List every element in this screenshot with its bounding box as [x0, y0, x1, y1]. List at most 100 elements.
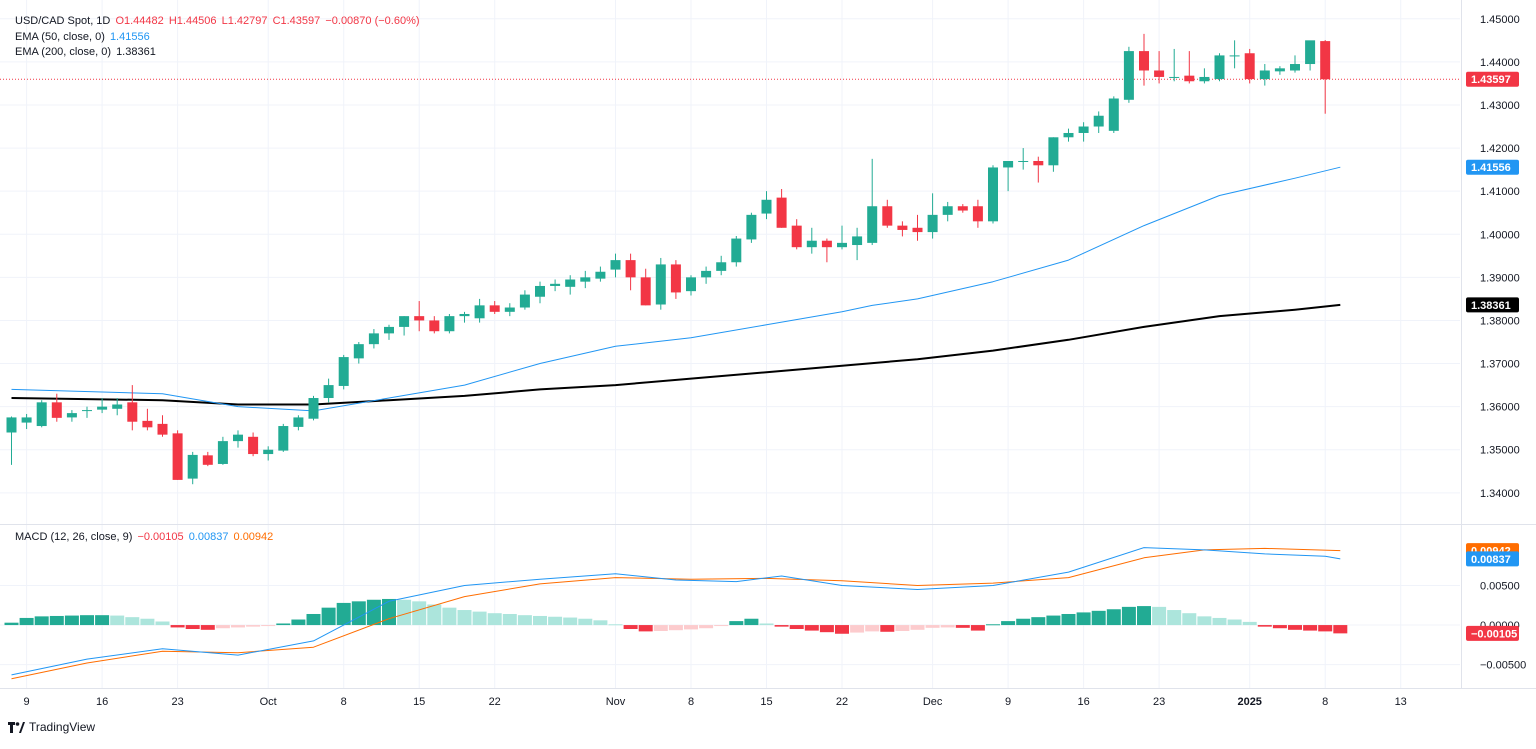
macd-histogram-bar: [366, 599, 381, 626]
macd-histogram-bar: [1167, 610, 1182, 626]
candle-up: [852, 236, 863, 246]
macd-histogram-bar: [895, 625, 910, 631]
macd-histogram-bar: [306, 613, 321, 626]
macd-histogram-bar: [940, 625, 955, 628]
price-tick-label: 1.45000: [1480, 14, 1520, 26]
macd-histogram-bar: [231, 625, 245, 628]
candle-up: [595, 271, 606, 279]
tradingview-brand[interactable]: TradingView: [8, 720, 95, 734]
candle-down: [791, 225, 802, 248]
macd-badge-bg: [1466, 551, 1519, 567]
price-tick-label: 1.40000: [1480, 229, 1520, 241]
macd-histogram-bar: [910, 625, 925, 630]
ema200-legend[interactable]: EMA (200, close, 0) 1.38361: [15, 46, 158, 58]
macd-histogram-bar: [185, 625, 200, 630]
macd-histogram-bar: [351, 601, 366, 626]
macd-histogram-bar: [472, 611, 487, 626]
macd-histogram-bar: [699, 625, 714, 629]
macd-histogram-bar: [1257, 625, 1272, 627]
macd-histogram-bar: [1288, 625, 1302, 630]
macd-histogram-bar: [563, 617, 578, 626]
macd-histogram-bar: [774, 625, 789, 627]
candle-up: [746, 214, 757, 240]
time-tick-label: 15: [413, 696, 425, 708]
price-tick-label: 1.44000: [1480, 57, 1520, 69]
price-tick-label: 1.36000: [1480, 402, 1520, 414]
ema50-legend[interactable]: EMA (50, close, 0) 1.41556: [15, 31, 152, 43]
candle-down: [172, 433, 183, 480]
price-badge: 1.43597: [1471, 74, 1511, 86]
candle-up: [1229, 55, 1240, 57]
time-tick-label: 8: [688, 696, 694, 708]
candle-up: [1048, 137, 1059, 166]
candle-up: [66, 413, 77, 418]
macd-histogram-bar: [110, 615, 125, 626]
macd-histogram-bar: [246, 625, 261, 627]
candle-up: [308, 398, 319, 419]
ema50-label: EMA (50, close, 0): [15, 31, 105, 43]
price-badge: 1.41556: [1471, 162, 1511, 174]
candle-down: [897, 225, 908, 230]
price-tick-label: 1.42000: [1480, 143, 1520, 155]
macd-histogram-bar: [623, 625, 638, 630]
macd-histogram-bar: [1016, 618, 1031, 626]
axes: 1.34000 1.35000 1.36000 1.37000 1.38000 1.390…: [0, 0, 1536, 708]
candle-down: [912, 227, 923, 233]
macd-histogram-bar: [49, 615, 64, 626]
time-tick-label: Oct: [260, 696, 277, 708]
macd-histogram-bar: [1242, 621, 1257, 626]
price-pane: [0, 33, 1460, 485]
macd-histogram-bar: [1197, 616, 1212, 626]
macd-histogram-bar: [382, 598, 396, 626]
macd-histogram-bar: [759, 623, 774, 626]
candle-up: [806, 240, 817, 248]
ohlc-open: O1.44482: [115, 15, 164, 27]
candle-up: [686, 277, 696, 292]
candle-up: [1169, 76, 1180, 78]
candle-up: [399, 316, 410, 327]
macd-histogram-bar: [548, 616, 563, 626]
candle-down: [776, 197, 787, 228]
ema200-label: EMA (200, close, 0): [15, 46, 111, 58]
candle-up: [1093, 115, 1104, 127]
time-tick-label: Dec: [923, 696, 943, 708]
macd-histogram-bar: [744, 618, 759, 626]
macd-histogram-bar: [653, 625, 668, 631]
candle-up: [988, 167, 998, 222]
candle-up: [474, 305, 485, 319]
macd-histogram-bar: [276, 623, 291, 626]
candle-up: [867, 206, 878, 243]
macd-histogram-bar: [291, 619, 306, 626]
candle-up: [1078, 126, 1089, 133]
candle-up: [187, 454, 198, 479]
macd-histogram-bar: [4, 622, 19, 626]
price-badge: 1.38361: [1471, 300, 1511, 312]
macd-histogram-bar: [336, 602, 351, 626]
candle-up: [1003, 160, 1014, 168]
macd-histogram-bar: [819, 625, 834, 633]
macd-histogram-bar: [729, 621, 744, 626]
macd-histogram-bar: [19, 617, 34, 626]
candle-up: [217, 441, 228, 464]
macd-histogram-bar: [578, 618, 593, 626]
symbol-legend[interactable]: USD/CAD Spot, 1D O1.44482 H1.44506 L1.42…: [15, 15, 422, 27]
macd-histogram-bar: [1137, 606, 1151, 626]
macd-histogram-bar: [668, 625, 683, 631]
macd-badge-bg: [1466, 625, 1519, 641]
candle-up: [97, 406, 108, 410]
macd-histogram-bar: [170, 625, 185, 628]
candle-down: [51, 402, 62, 418]
ohlc-close: C1.43597: [272, 15, 321, 27]
time-tick-label: 8: [1322, 696, 1328, 708]
candle-up: [716, 262, 727, 271]
candle-down: [1154, 70, 1165, 77]
time-tick-label: 15: [760, 696, 772, 708]
macd-histogram-bar: [865, 625, 880, 632]
candle-down: [1033, 160, 1044, 166]
candle-up: [338, 357, 349, 386]
macd-histogram-bar: [1303, 625, 1318, 631]
macd-legend[interactable]: MACD (12, 26, close, 9) −0.00105 0.00837…: [15, 531, 275, 543]
candle-down: [1184, 75, 1195, 82]
macd-histogram-bar: [200, 625, 215, 630]
